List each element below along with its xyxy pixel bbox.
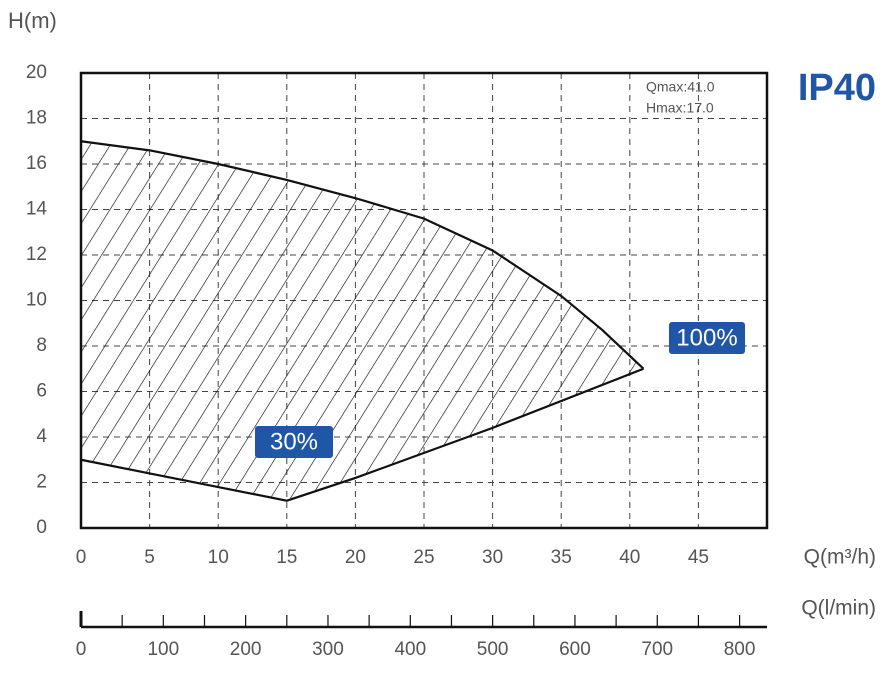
y-tick-label: 12 xyxy=(26,244,47,265)
x2-tick-label: 800 xyxy=(724,639,756,660)
series-label: 100% xyxy=(676,324,737,351)
x2-tick-label: 0 xyxy=(76,639,87,660)
y-tick-label: 20 xyxy=(26,62,47,83)
series-label-box xyxy=(669,322,745,354)
x-tick-label: 15 xyxy=(276,547,297,568)
x2-tick-label: 600 xyxy=(559,639,591,660)
x-tick-label: 0 xyxy=(76,547,87,568)
x2-tick-label: 500 xyxy=(477,639,509,660)
annotation: Qmax:41.0 xyxy=(646,79,715,95)
x-tick-label: 35 xyxy=(551,547,572,568)
y-tick-label: 4 xyxy=(36,426,47,447)
y-tick-label: 14 xyxy=(26,199,48,220)
x-tick-label: 5 xyxy=(144,547,155,568)
x-axis-title: Q(m³/h) xyxy=(804,546,876,569)
series-label-box xyxy=(255,426,333,458)
x-tick-label: 25 xyxy=(413,547,434,568)
x2-tick-label: 300 xyxy=(312,639,344,660)
x-tick-label: 20 xyxy=(345,547,366,568)
plot-frame xyxy=(79,71,769,530)
x-tick-label: 10 xyxy=(208,547,229,568)
series-label: 30% xyxy=(270,428,318,455)
hatch-region xyxy=(81,141,644,501)
x2-tick-label: 100 xyxy=(147,639,179,660)
x-tick-label: 30 xyxy=(482,547,503,568)
y-tick-label: 16 xyxy=(26,153,47,174)
y-tick-label: 18 xyxy=(26,108,47,129)
annotation: Hmax:17.0 xyxy=(646,100,714,116)
chart-title: IP40 xyxy=(798,67,876,109)
y-tick-label: 10 xyxy=(26,290,47,311)
y-tick-label: 8 xyxy=(36,335,47,356)
x-tick-label: 40 xyxy=(619,547,640,568)
series-line xyxy=(80,367,644,502)
x2-tick-label: 400 xyxy=(394,639,426,660)
x2-tick-label: 700 xyxy=(641,639,673,660)
y-tick-label: 0 xyxy=(36,517,47,538)
series-line xyxy=(80,140,645,370)
y-tick-label: 6 xyxy=(36,381,47,402)
x2-axis-title: Q(l/min) xyxy=(801,597,876,620)
x2-tick-label: 200 xyxy=(230,639,262,660)
y-tick-label: 2 xyxy=(36,472,47,493)
x-tick-label: 45 xyxy=(688,547,709,568)
y-axis-title: H(m) xyxy=(8,8,57,33)
